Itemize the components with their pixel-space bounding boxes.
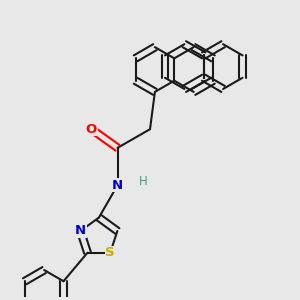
Text: O: O (86, 123, 97, 136)
Text: S: S (106, 246, 115, 259)
Text: N: N (112, 178, 123, 192)
Text: N: N (75, 224, 86, 238)
Text: H: H (139, 175, 148, 188)
